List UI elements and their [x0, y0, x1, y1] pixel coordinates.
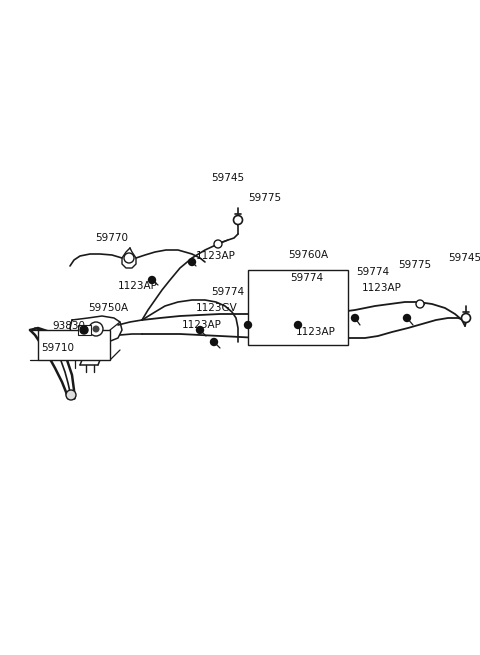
- Text: 59775: 59775: [248, 193, 281, 203]
- Circle shape: [89, 322, 103, 336]
- Text: 1123GV: 1123GV: [196, 303, 238, 313]
- Circle shape: [404, 314, 410, 322]
- Circle shape: [93, 326, 99, 333]
- Bar: [78, 325, 91, 335]
- Bar: [248, 270, 348, 345]
- Text: 1123AP: 1123AP: [362, 283, 402, 293]
- Circle shape: [80, 326, 88, 334]
- Text: 59745: 59745: [448, 253, 480, 263]
- Circle shape: [416, 300, 424, 308]
- Text: 59774: 59774: [290, 273, 323, 283]
- Text: 59774: 59774: [211, 287, 245, 297]
- Text: 59710: 59710: [41, 343, 74, 353]
- Circle shape: [66, 390, 76, 400]
- Text: 59775: 59775: [398, 260, 431, 270]
- Text: 59774: 59774: [356, 267, 389, 277]
- Text: 1123AP: 1123AP: [196, 251, 236, 261]
- Text: 1123AP: 1123AP: [296, 327, 336, 337]
- Text: 1123AP: 1123AP: [182, 320, 222, 330]
- Circle shape: [295, 322, 301, 329]
- Circle shape: [196, 326, 204, 333]
- Text: 59745: 59745: [211, 173, 245, 183]
- Bar: [38, 330, 110, 360]
- Circle shape: [244, 322, 252, 329]
- Circle shape: [211, 339, 217, 345]
- Circle shape: [461, 314, 470, 322]
- Circle shape: [351, 314, 359, 322]
- Circle shape: [233, 215, 242, 225]
- Text: 93830: 93830: [52, 321, 85, 331]
- Circle shape: [214, 240, 222, 248]
- Text: 59760A: 59760A: [288, 250, 328, 260]
- Circle shape: [124, 253, 134, 263]
- Text: 1123AP: 1123AP: [118, 281, 158, 291]
- Circle shape: [189, 259, 195, 265]
- Text: 59750A: 59750A: [88, 303, 128, 313]
- Text: 59770: 59770: [96, 233, 129, 243]
- Circle shape: [148, 276, 156, 284]
